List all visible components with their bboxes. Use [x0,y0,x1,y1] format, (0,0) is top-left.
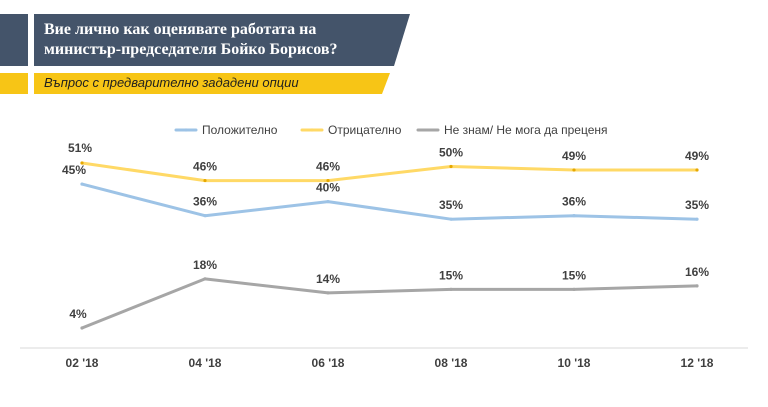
data-label: 51% [68,141,92,155]
series-line-series-2 [80,161,699,183]
data-label: 4% [69,307,87,321]
data-label: 35% [685,198,709,212]
data-point [326,200,330,204]
subtitle-banner: Въпрос с предварително зададени опции [34,73,390,94]
data-point [326,178,330,183]
x-tick-label: 10 '18 [558,356,591,370]
legend-marker-series-2 [310,128,314,132]
data-label: 40% [316,181,340,195]
x-tick-label: 02 '18 [66,356,99,370]
data-point [326,291,330,295]
data-label: 36% [562,195,586,209]
subtitle-accent-yellow [0,73,28,94]
data-label: 15% [562,268,586,282]
data-point [449,217,453,221]
x-tick-label: 12 '18 [681,356,714,370]
legend-label-series-2: Отрицателно [328,123,402,137]
header-accent-dark [0,14,28,66]
data-label: 16% [685,265,709,279]
data-point [80,326,84,330]
data-point [203,178,207,183]
x-tick-label: 06 '18 [312,356,345,370]
data-label: 45% [62,163,86,177]
data-label: 14% [316,272,340,286]
data-point [695,284,699,288]
data-point [80,161,84,165]
data-label: 49% [685,149,709,163]
data-label: 35% [439,198,463,212]
data-point [203,214,207,218]
data-label: 50% [439,146,463,160]
data-label: 18% [193,258,217,272]
data-label: 15% [439,268,463,282]
series-line-series-3 [80,277,699,330]
data-label: 49% [562,149,586,163]
legend-label-series-1: Положително [202,123,278,137]
data-point [695,168,699,172]
data-point [449,164,453,169]
chart-subtitle: Въпрос с предварително зададени опции [44,75,299,90]
data-point [572,287,576,291]
x-tick-label: 08 '18 [435,356,468,370]
data-point [572,214,576,218]
data-label: 36% [193,195,217,209]
data-point [203,277,207,281]
data-point [449,287,453,291]
series-line-series-1 [80,182,699,221]
x-tick-label: 04 '18 [189,356,222,370]
legend-label-series-3: Не знам/ Не мога да преценя [444,123,608,137]
data-label: 46% [316,160,340,174]
data-label: 46% [193,160,217,174]
legend-marker-series-1 [184,128,188,132]
title-banner: Вие лично как оценявате работата на мини… [34,14,410,66]
chart-title: Вие лично как оценявате работата на мини… [44,21,338,58]
data-point [80,182,84,186]
data-point [695,217,699,221]
data-point [572,168,576,172]
